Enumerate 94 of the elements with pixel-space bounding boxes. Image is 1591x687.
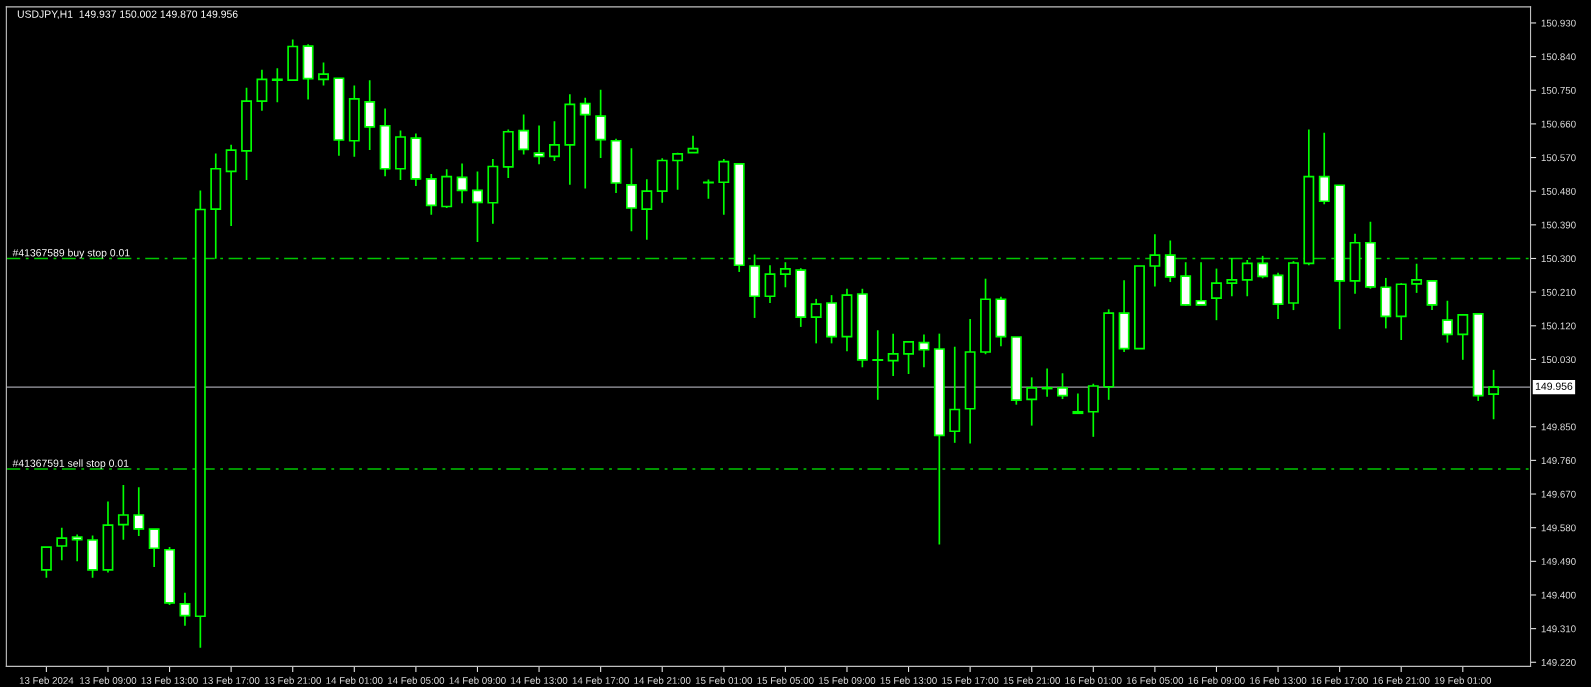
- candlestick: [518, 113, 530, 156]
- candlestick: [1241, 259, 1253, 298]
- candlestick: [625, 147, 637, 233]
- candlestick: [1211, 267, 1222, 322]
- x-tick-label: 15 Feb 05:00: [757, 676, 814, 684]
- candlestick: [1164, 239, 1176, 283]
- y-tick-label: 150.750: [1541, 86, 1576, 94]
- ref-line-label: #41367589 buy stop 0.01: [12, 248, 130, 259]
- ref-line-label: 149.956: [1535, 382, 1573, 390]
- candlestick: [133, 486, 145, 537]
- candlestick: [318, 61, 329, 87]
- candlestick: [1041, 367, 1053, 398]
- candlestick: [456, 162, 468, 204]
- y-tick-label: 149.580: [1541, 524, 1576, 532]
- x-tick-label: 15 Feb 01:00: [695, 676, 753, 684]
- candlestick: [56, 526, 68, 562]
- y-tick-label: 149.490: [1541, 558, 1576, 565]
- x-tick-label: 16 Feb 09:00: [1188, 676, 1245, 684]
- candlestick: [718, 158, 730, 216]
- y-tick-label: 150.300: [1541, 255, 1576, 263]
- candlestick: [271, 67, 283, 104]
- y-tick-label: 149.310: [1541, 625, 1576, 633]
- x-tick-label: 13 Feb 17:00: [203, 676, 260, 684]
- candlestick: [548, 120, 560, 162]
- y-tick-label: 150.390: [1541, 221, 1576, 229]
- candlestick: [1257, 255, 1269, 280]
- candlestick: [225, 143, 237, 227]
- candlestick: [887, 332, 899, 377]
- y-tick-label: 150.660: [1541, 120, 1576, 128]
- candlestick: [71, 533, 83, 563]
- x-tick-label: 16 Feb 21:00: [1373, 676, 1430, 684]
- candlestick: [1195, 261, 1207, 306]
- candlestick: [810, 298, 822, 345]
- x-tick-label: 14 Feb 01:00: [326, 676, 383, 684]
- x-tick-label: 15 Feb 13:00: [880, 676, 937, 684]
- y-tick-label: 149.850: [1541, 423, 1576, 431]
- x-tick-label: 14 Feb 17:00: [572, 676, 629, 684]
- x-tick-label: 13 Feb 21:00: [264, 676, 321, 684]
- candlestick: [872, 329, 884, 401]
- x-tick-label: 14 Feb 21:00: [634, 676, 691, 684]
- candlestick: [117, 484, 129, 541]
- candlestick: [1411, 262, 1423, 294]
- candlestick: [1057, 372, 1068, 400]
- candlestick: [1488, 369, 1500, 421]
- y-tick-label: 150.480: [1541, 187, 1576, 195]
- candlestick: [1426, 280, 1438, 311]
- y-tick-label: 150.840: [1541, 53, 1576, 61]
- x-tick-label: 15 Feb 21:00: [1003, 676, 1060, 684]
- x-tick-label: 15 Feb 17:00: [942, 676, 999, 684]
- x-tick-label: 16 Feb 05:00: [1126, 676, 1184, 684]
- x-tick-label: 16 Feb 01:00: [1065, 676, 1122, 684]
- candlestick: [179, 591, 191, 627]
- y-tick-label: 149.670: [1541, 490, 1576, 498]
- y-tick-label: 149.220: [1541, 659, 1576, 666]
- y-tick-label: 150.120: [1541, 322, 1576, 330]
- x-tick-label: 14 Feb 05:00: [387, 676, 445, 684]
- x-tick-label: 13 Feb 13:00: [141, 676, 198, 684]
- x-tick-label: 14 Feb 13:00: [511, 676, 568, 684]
- candlestick: [702, 178, 714, 200]
- candlestick: [256, 68, 268, 112]
- candlestick: [595, 89, 607, 159]
- candlestick: [148, 528, 160, 568]
- candlestick: [1441, 299, 1453, 344]
- x-tick-label: 13 Feb 2024: [19, 676, 74, 684]
- x-tick-label: 15 Feb 09:00: [819, 676, 876, 684]
- x-tick-label: 14 Feb 09:00: [449, 676, 506, 684]
- x-tick-label: 16 Feb 13:00: [1250, 676, 1307, 684]
- y-tick-label: 150.210: [1541, 288, 1576, 296]
- candlestick: [1072, 392, 1084, 415]
- y-tick-label: 149.760: [1541, 457, 1576, 464]
- candlestick: [918, 333, 930, 369]
- candlestick: [903, 341, 915, 375]
- candlestick: [533, 124, 545, 166]
- candlestick: [641, 178, 653, 241]
- y-tick-label: 149.400: [1541, 591, 1576, 599]
- candlestick: [672, 151, 684, 191]
- candlestick: [579, 96, 591, 190]
- candlestick: [40, 546, 52, 579]
- candlestick: [1026, 376, 1038, 427]
- candlestick: [1226, 257, 1238, 298]
- candlestick: [949, 345, 961, 444]
- x-tick-label: 19 Feb 01:00: [1434, 676, 1492, 684]
- candlestick: [1457, 314, 1469, 361]
- x-tick-label: 16 Feb 17:00: [1311, 676, 1368, 684]
- x-tick-label: 13 Feb 09:00: [80, 676, 137, 684]
- y-tick-label: 150.930: [1541, 19, 1576, 27]
- y-tick-label: 150.570: [1541, 154, 1576, 162]
- candlestick: [764, 264, 776, 304]
- chart-title: USDJPY,H1 149.937 150.002 149.870 149.956: [17, 10, 238, 20]
- ref-line-label: #41367591 sell stop 0.01: [12, 459, 129, 469]
- candlestick: [779, 261, 791, 289]
- candlestick: [1149, 233, 1161, 288]
- candlestick: [472, 170, 483, 243]
- y-tick-label: 150.030: [1541, 356, 1576, 364]
